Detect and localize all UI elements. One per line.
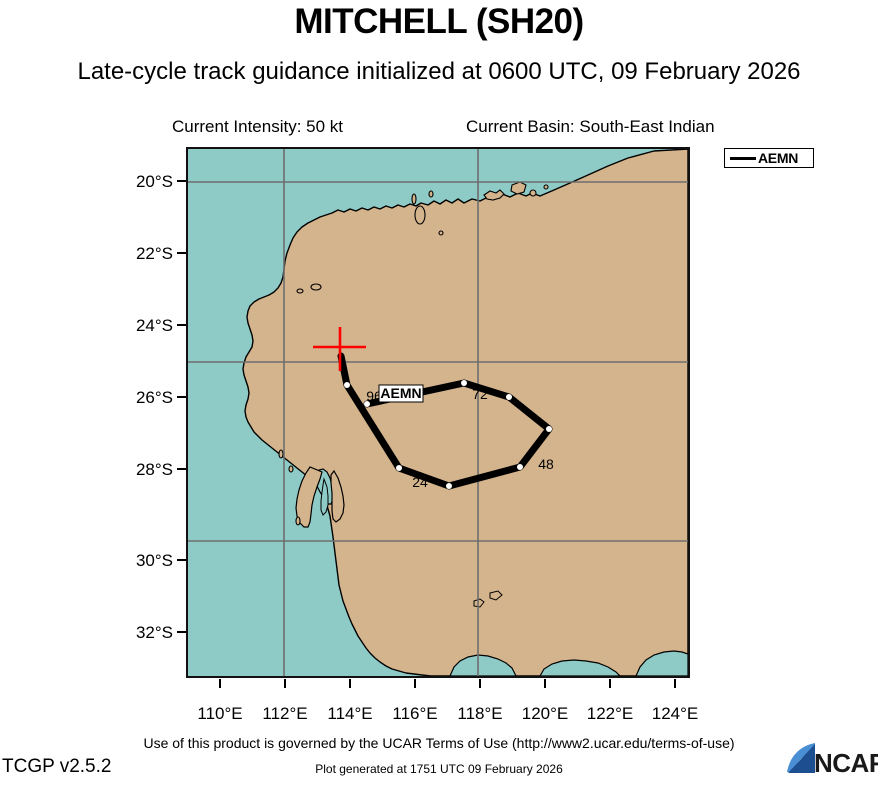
current-basin-label: Current Basin: South-East Indian	[466, 117, 715, 136]
ncar-logo-text: NCAR	[814, 748, 878, 778]
lon-label-122: 122°E	[586, 704, 634, 723]
track-hour-label-72: 72	[472, 386, 488, 402]
plot-generated-text: Plot generated at 1751 UTC 09 February 2…	[315, 762, 563, 776]
island-abrolhos-1	[278, 449, 284, 459]
bay-channel-inner	[320, 477, 329, 516]
island-1	[414, 205, 426, 225]
track-node-12h	[344, 382, 350, 388]
lat-label-22: 22°S	[135, 244, 173, 263]
southern-coast-bay-2	[539, 659, 621, 676]
legend-line-sample-aemn	[730, 157, 756, 160]
current-intensity-label: Current Intensity: 50 kt	[172, 117, 344, 136]
island-7	[310, 283, 322, 291]
lon-label-118: 118°E	[457, 704, 503, 723]
track-hour-label-48: 48	[538, 456, 554, 472]
track-hour-label-24: 24	[412, 474, 428, 490]
ncar-wedge-icon	[788, 744, 815, 773]
lon-label-110: 110°E	[197, 704, 243, 723]
track-node-60h	[546, 426, 552, 432]
lon-label-114: 114°E	[327, 704, 373, 723]
southern-coast-bay-1	[449, 654, 517, 676]
island-4	[438, 230, 444, 236]
svg-text:AEMN: AEMN	[380, 385, 421, 401]
subtitle: Late-cycle track guidance initialized at…	[77, 58, 801, 85]
lon-tick-124	[674, 679, 676, 688]
ncar-logo: NCAR	[786, 742, 878, 780]
lat-label-26: 26°S	[135, 388, 173, 407]
lat-tick-30	[177, 559, 186, 561]
page-title: MITCHELL (SH20)	[294, 2, 584, 41]
lon-tick-120	[544, 679, 546, 688]
lon-label-124: 124°E	[651, 704, 699, 723]
lon-label-112: 112°E	[262, 704, 308, 723]
lon-label-116: 116°E	[392, 704, 438, 723]
island-south-1	[473, 598, 485, 608]
island-abrolhos-3	[295, 516, 301, 526]
island-6	[543, 184, 549, 190]
track-node-84h	[461, 380, 467, 386]
lat-tick-26	[177, 396, 186, 398]
track-hour-label-96: 96	[366, 388, 382, 404]
terms-of-use-text: Use of this product is governed by the U…	[143, 735, 735, 751]
island-2	[411, 193, 417, 205]
lat-label-32: 32°S	[135, 623, 173, 642]
island-8	[296, 288, 304, 294]
peninsula-dirk-hartog	[295, 466, 323, 528]
legend-box[interactable]: AEMN	[724, 148, 814, 168]
lat-label-24: 24°S	[135, 316, 173, 335]
lat-label-20: 20°S	[135, 172, 173, 191]
lon-tick-116	[414, 679, 416, 688]
lat-label-28: 28°S	[135, 460, 173, 479]
lon-tick-118	[479, 679, 481, 688]
ncar-swoosh-icon	[787, 743, 815, 772]
track-node-24h	[396, 465, 402, 471]
lat-tick-20	[177, 180, 186, 182]
info-row: Current Intensity: 50 kt Current Basin: …	[0, 117, 878, 139]
lon-tick-112	[284, 679, 286, 688]
lat-label-30: 30°S	[135, 551, 173, 570]
map-plot-area[interactable]: 24 48 72 96 AEMN	[186, 147, 690, 678]
version-label: TCGP v2.5.2	[2, 756, 112, 777]
island-abrolhos-2	[288, 465, 294, 473]
lon-tick-110	[219, 679, 221, 688]
island-5	[529, 189, 537, 197]
island-group-montebello	[483, 189, 505, 201]
lat-tick-32	[177, 631, 186, 633]
lat-tick-28	[177, 468, 186, 470]
track-tag-aemn: AEMN	[378, 384, 424, 403]
track-node-72h	[506, 394, 512, 400]
lat-tick-22	[177, 252, 186, 254]
track-node-96h	[364, 401, 370, 407]
lon-label-120: 120°E	[521, 704, 569, 723]
lat-tick-24	[177, 324, 186, 326]
island-south-2	[489, 590, 503, 601]
peninsula-peron	[330, 469, 345, 523]
legend-label-aemn: AEMN	[758, 150, 799, 166]
island-3	[428, 190, 434, 198]
track-node-48h	[517, 464, 523, 470]
landmass-western-australia	[242, 149, 688, 676]
track-node-36h	[446, 483, 452, 489]
southern-coast-bay-3	[635, 650, 688, 676]
lon-tick-122	[609, 679, 611, 688]
lon-tick-114	[349, 679, 351, 688]
current-position-crosshair	[313, 327, 366, 371]
